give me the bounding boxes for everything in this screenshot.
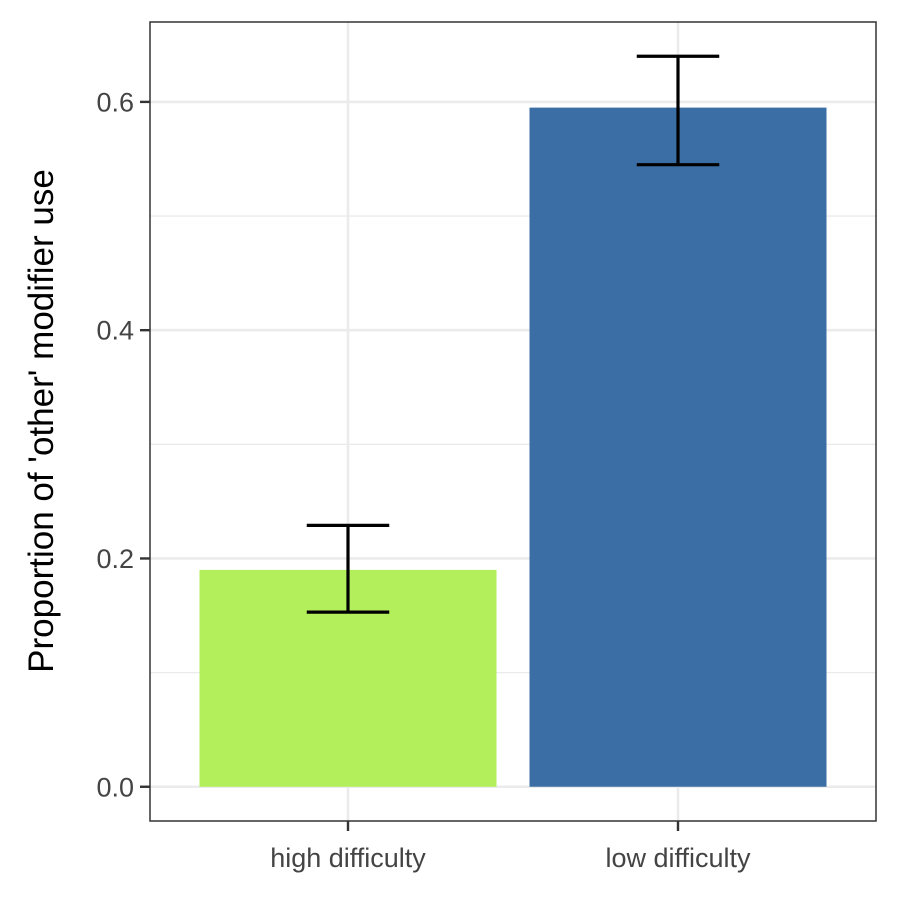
y-tick-label: 0.0 (96, 772, 134, 802)
x-axis: high difficulty low difficulty (270, 821, 751, 873)
x-tick-label: low difficulty (605, 843, 751, 873)
y-axis-title: Proportion of 'other' modifier use (22, 169, 61, 673)
bar (529, 107, 827, 787)
y-tick-label: 0.6 (96, 87, 134, 117)
y-axis: 0.0 0.2 0.4 0.6 (96, 87, 150, 802)
y-tick-label: 0.2 (96, 544, 134, 574)
x-tick-label: high difficulty (270, 843, 426, 873)
plot-panel-border (149, 21, 877, 822)
error-bars (306, 54, 720, 614)
y-tick-label: 0.4 (96, 316, 134, 346)
